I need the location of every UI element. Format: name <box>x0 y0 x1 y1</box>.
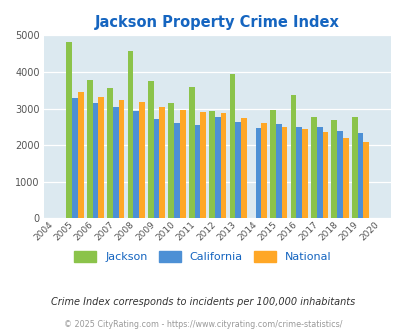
Bar <box>66 42 72 218</box>
Bar <box>194 125 200 218</box>
Bar <box>107 88 113 218</box>
Bar <box>351 116 357 218</box>
Bar <box>92 103 98 218</box>
Bar <box>270 110 275 218</box>
Bar <box>133 111 139 218</box>
Bar <box>200 112 205 218</box>
Bar <box>214 116 220 218</box>
Bar <box>139 102 145 218</box>
Bar <box>322 132 327 218</box>
Bar <box>159 108 165 218</box>
Bar <box>301 129 307 218</box>
Legend: Jackson, California, National: Jackson, California, National <box>70 247 335 267</box>
Bar <box>179 110 185 218</box>
Bar <box>168 103 174 218</box>
Bar <box>188 87 194 218</box>
Bar <box>127 51 133 218</box>
Bar <box>296 126 301 218</box>
Bar <box>342 138 348 218</box>
Bar <box>330 119 337 218</box>
Bar <box>87 80 92 218</box>
Bar <box>316 127 322 218</box>
Bar <box>241 118 246 218</box>
Bar <box>148 82 153 218</box>
Bar <box>362 142 368 218</box>
Bar <box>78 92 83 218</box>
Bar <box>229 74 234 218</box>
Bar <box>209 111 214 218</box>
Bar <box>98 96 104 218</box>
Bar <box>310 116 316 218</box>
Bar <box>357 133 362 218</box>
Text: Crime Index corresponds to incidents per 100,000 inhabitants: Crime Index corresponds to incidents per… <box>51 297 354 307</box>
Bar <box>113 107 118 218</box>
Bar <box>281 126 287 218</box>
Bar <box>220 113 226 218</box>
Bar <box>337 131 342 218</box>
Bar <box>118 100 124 218</box>
Bar <box>255 128 261 218</box>
Bar <box>72 98 78 218</box>
Bar <box>153 119 159 218</box>
Bar <box>275 124 281 218</box>
Bar <box>290 95 296 218</box>
Bar <box>234 122 241 218</box>
Bar <box>174 122 179 218</box>
Bar <box>261 122 266 218</box>
Title: Jackson Property Crime Index: Jackson Property Crime Index <box>95 15 339 30</box>
Text: © 2025 CityRating.com - https://www.cityrating.com/crime-statistics/: © 2025 CityRating.com - https://www.city… <box>64 319 341 329</box>
